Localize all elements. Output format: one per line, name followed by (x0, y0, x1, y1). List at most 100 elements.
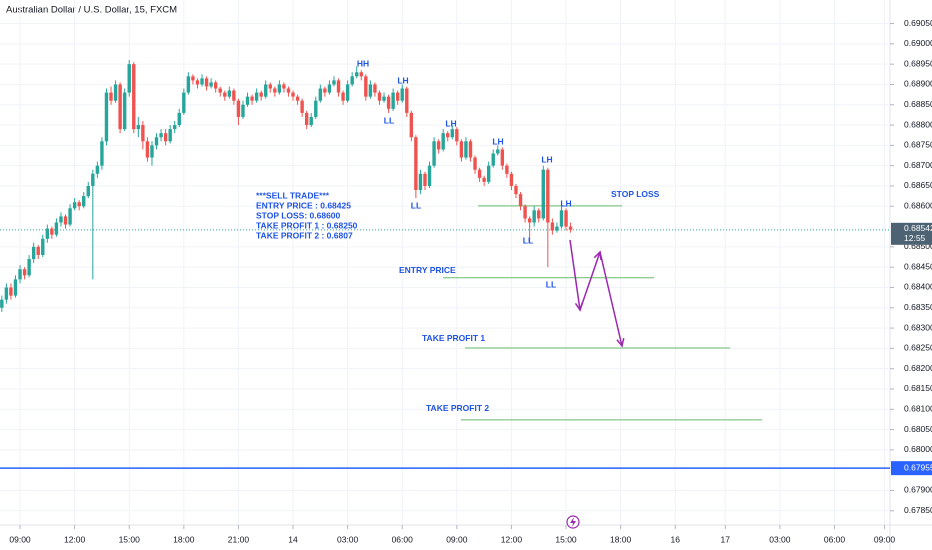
swing-label: LH (560, 198, 571, 208)
candle-body (86, 185, 90, 197)
candle-body (546, 169, 550, 223)
candle-body (359, 72, 363, 77)
x-tick-label: 03:00 (337, 534, 359, 544)
candle-body (496, 149, 500, 154)
chart-title: Australian Dollar / U.S. Dollar, 15, FXC… (6, 5, 177, 16)
x-tick-label: 12:00 (64, 534, 86, 544)
swing-label: LL (546, 279, 556, 289)
candle-body (568, 226, 573, 230)
candle-body (386, 96, 391, 109)
candle-body (9, 287, 13, 296)
swing-label: LH (492, 136, 503, 146)
x-tick-label: 03:00 (769, 534, 791, 544)
candle-body (491, 153, 495, 166)
candle-body (364, 76, 368, 97)
candle-body (295, 96, 300, 101)
candle-body (241, 104, 245, 117)
x-tick-label: 06:00 (392, 534, 414, 544)
y-tick-label: 0.68900 (904, 79, 932, 89)
candle-body (532, 210, 536, 223)
swing-label: LL (384, 115, 394, 125)
candle-body (368, 84, 373, 97)
candle-body (191, 76, 195, 81)
y-tick-label: 0.68650 (904, 180, 932, 190)
candle-body (505, 165, 509, 174)
y-tick-label: 0.68600 (904, 201, 932, 211)
candle-body (13, 279, 18, 296)
candle-body (63, 216, 68, 225)
last-price-box (891, 222, 932, 245)
levels (0, 205, 890, 469)
candle-body (291, 92, 295, 97)
candle-body (527, 218, 532, 223)
candle-body (414, 137, 418, 191)
candle-body (432, 141, 436, 166)
x-tick-label: 06:00 (824, 534, 846, 544)
candle-body (518, 194, 523, 207)
candle-body (182, 92, 186, 113)
candle-body (36, 246, 40, 255)
candle-body (163, 133, 168, 142)
y-tick-label: 0.68850 (904, 99, 932, 109)
y-tick-label: 0.68700 (904, 160, 932, 170)
candle-body (273, 88, 277, 93)
candle-body (468, 141, 473, 158)
candle-body (177, 112, 181, 126)
candle-body (54, 222, 59, 235)
swing-label: LH (397, 75, 408, 85)
candle-body (72, 202, 77, 209)
candle-body (168, 129, 172, 142)
candle-body (232, 90, 236, 101)
candle-body (450, 129, 454, 138)
candle-body (200, 78, 204, 85)
candle-body (77, 202, 81, 207)
candle-body (250, 96, 254, 101)
y-tick-label: 0.68150 (904, 383, 932, 393)
arrow-line (569, 239, 581, 311)
y-tick-label: 0.68500 (904, 241, 932, 251)
x-tick-label: 16 (671, 534, 681, 544)
candle-body (350, 76, 354, 85)
candle-body (227, 90, 232, 97)
candle-body (509, 173, 514, 186)
candle-body (332, 80, 336, 85)
candle-body (486, 165, 491, 182)
y-tick-label: 0.68050 (904, 424, 932, 434)
trade-note-line: STOP LOSS: 0.68600 (256, 210, 341, 220)
swing-label: HH (357, 58, 369, 68)
candle-body (127, 64, 131, 93)
candle-body (236, 100, 241, 117)
candle-body (186, 76, 191, 93)
candle-body (132, 64, 136, 130)
candle-body (482, 177, 486, 182)
y-tick-label: 0.68400 (904, 282, 932, 292)
candle-body (141, 125, 145, 142)
candle-body (159, 133, 163, 138)
candle-body (441, 133, 445, 150)
last-price-label: 0.68542 (904, 223, 932, 233)
candle-body (50, 228, 54, 235)
candle-body (68, 208, 72, 225)
candle-body (95, 165, 100, 174)
candle-body (391, 92, 395, 109)
candle-body (395, 92, 400, 101)
candle-body (427, 165, 432, 186)
candle-body (286, 88, 291, 93)
x-tick-label: 12:00 (501, 534, 523, 544)
x-tick-label: 18:00 (610, 534, 632, 544)
level-label: ENTRY PRICE (399, 265, 456, 275)
level-label: TAKE PROFIT 1 (422, 333, 485, 343)
y-tick-label: 0.68250 (904, 343, 932, 353)
y-tick-label: 0.68450 (904, 261, 932, 271)
candle-body (400, 88, 404, 101)
candle-body (500, 149, 505, 166)
x-tick-label: 09:00 (446, 534, 468, 544)
trade-note-line: ENTRY PRICE : 0.68425 (256, 200, 351, 210)
candle-body (41, 238, 45, 255)
candle-body (59, 216, 63, 223)
candle-body (136, 125, 141, 130)
candle-body (223, 92, 227, 97)
candle-body (523, 206, 527, 219)
candle-body (91, 173, 95, 186)
